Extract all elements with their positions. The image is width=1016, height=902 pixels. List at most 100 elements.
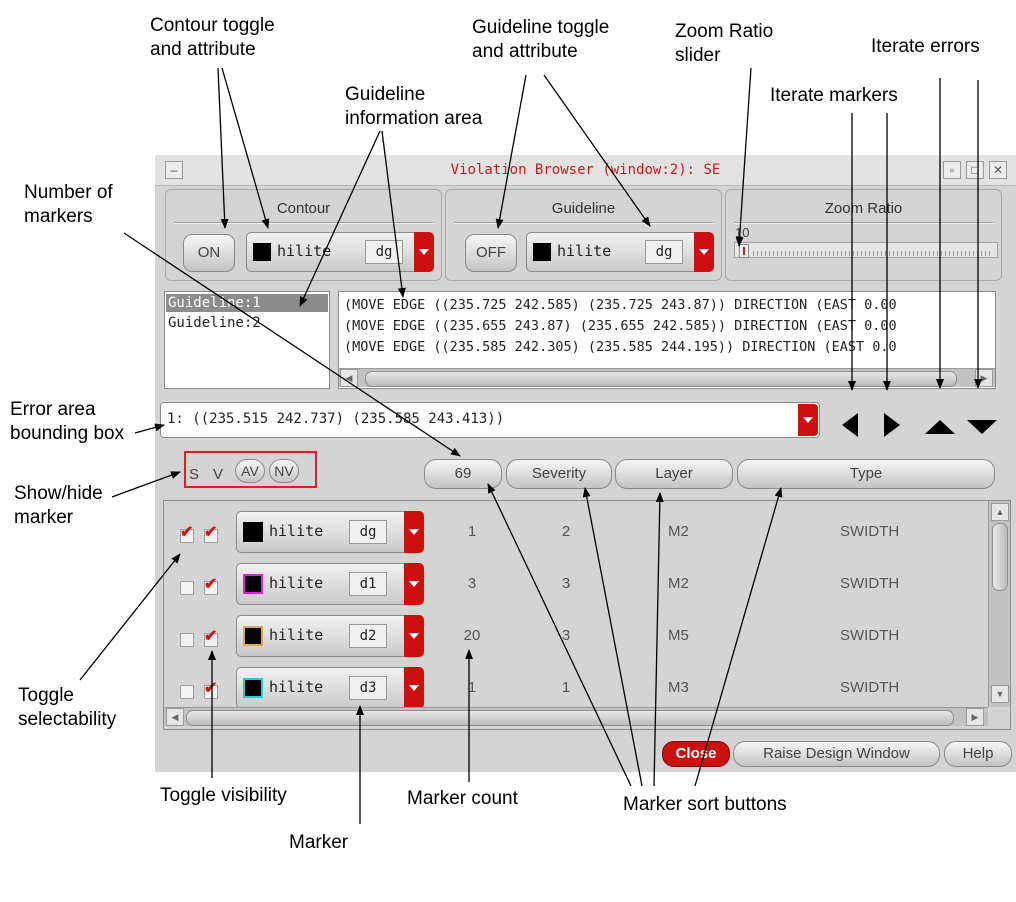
next-error-icon[interactable] xyxy=(967,420,997,434)
marker-dropdown-icon[interactable] xyxy=(404,615,424,657)
zoom-slider-track[interactable] xyxy=(734,242,998,258)
marker-layer: M2 xyxy=(668,523,689,540)
contour-attribute-select[interactable]: hilite dg xyxy=(246,232,434,272)
annotation-marker: Marker xyxy=(289,832,349,853)
guideline-attribute-select[interactable]: hilite dg xyxy=(526,232,714,272)
help-button[interactable]: Help xyxy=(944,741,1012,767)
marker-list[interactable]: ✔ ✔ hilite dg 1 2 M2 SWIDTH ✔ hilite d1 3 3 M2 SWIDTH ✔… xyxy=(163,500,1011,730)
contour-dropdown-icon[interactable] xyxy=(414,232,434,272)
scroll-right-icon[interactable]: ▶ xyxy=(966,708,984,726)
visibility-checkbox[interactable] xyxy=(204,685,218,699)
marker-attribute-select[interactable]: hilite d3 xyxy=(236,667,424,707)
marker-layer: M2 xyxy=(668,575,689,592)
guideline-info-line: (MOVE EDGE ((235.725 242.585) (235.725 2… xyxy=(344,297,897,313)
guideline-info-area[interactable]: (MOVE EDGE ((235.725 242.585) (235.725 2… xyxy=(338,291,996,389)
zoom-label: Zoom Ratio xyxy=(824,200,903,217)
scroll-thumb[interactable] xyxy=(992,523,1008,591)
guideline-list[interactable]: Guideline:1 Guideline:2 xyxy=(164,291,330,389)
annotation-show-hide-marker: Show/hide marker xyxy=(14,483,103,528)
scroll-right-icon[interactable]: ▶ xyxy=(975,369,993,387)
selectability-check-icon: ✔ xyxy=(180,524,194,541)
scroll-up-icon[interactable]: ▲ xyxy=(991,503,1009,521)
none-visible-button[interactable]: NV xyxy=(269,459,299,483)
maximize-button[interactable]: □ xyxy=(966,161,984,179)
scroll-left-icon[interactable]: ◀ xyxy=(340,369,358,387)
annotation-error-bbox: Error area bounding box xyxy=(10,399,125,444)
marker-row[interactable]: ✔ hilite d2 20 3 M5 SWIDTH xyxy=(164,611,988,661)
close-button[interactable]: Close xyxy=(662,741,730,767)
guideline-toggle-button[interactable]: OFF xyxy=(465,234,517,272)
guideline-list-item[interactable]: Guideline:2 xyxy=(168,315,261,331)
previous-error-icon[interactable] xyxy=(925,420,955,434)
previous-marker-icon[interactable] xyxy=(842,413,858,437)
contour-label: Contour xyxy=(276,200,331,217)
zoom-slider-handle[interactable] xyxy=(739,244,749,258)
show-selectable-label[interactable]: S xyxy=(189,466,200,483)
guideline-label: Guideline xyxy=(551,200,616,217)
selectability-checkbox[interactable] xyxy=(180,581,194,595)
marker-color-swatch xyxy=(243,522,263,542)
marker-dropdown-icon[interactable] xyxy=(404,563,424,605)
visibility-check-icon: ✔ xyxy=(204,628,218,645)
scroll-down-icon[interactable]: ▼ xyxy=(991,685,1009,703)
contour-attribute-suffix: dg xyxy=(365,240,403,264)
annotation-number-of-markers: Number of markers xyxy=(24,182,113,227)
marker-row[interactable]: ✔ hilite d3 1 1 M3 SWIDTH xyxy=(164,663,988,707)
marker-attribute-select[interactable]: hilite d2 xyxy=(236,615,424,657)
marker-severity: 2 xyxy=(561,523,571,540)
selectability-checkbox[interactable] xyxy=(180,529,194,543)
marker-attribute-select[interactable]: hilite dg xyxy=(236,511,424,553)
sort-count-button[interactable]: 69 xyxy=(424,459,502,489)
guideline-info-line: (MOVE EDGE ((235.655 243.87) (235.655 24… xyxy=(344,318,897,334)
marker-dropdown-icon[interactable] xyxy=(404,667,424,707)
minimize-button[interactable]: ▫ xyxy=(943,161,961,179)
marker-type: SWIDTH xyxy=(840,627,900,644)
marker-severity: 1 xyxy=(561,679,571,696)
selectability-checkbox[interactable] xyxy=(180,685,194,699)
visibility-checkbox[interactable] xyxy=(204,581,218,595)
contour-group: Contour ON hilite dg xyxy=(165,189,442,281)
annotation-iterate-errors: Iterate errors xyxy=(871,36,980,57)
marker-row[interactable]: ✔ hilite d1 3 3 M2 SWIDTH xyxy=(164,559,988,609)
marker-attribute-suffix: dg xyxy=(349,520,387,544)
marker-rows: ✔ ✔ hilite dg 1 2 M2 SWIDTH ✔ hilite d1 3 3 M2 SWIDTH ✔… xyxy=(164,501,988,707)
marker-count: 20 xyxy=(463,627,481,644)
marker-hscroll[interactable]: ◀ ▶ xyxy=(164,707,988,726)
violation-browser-window: – Violation Browser (window:2): SE ▫ □ ✕… xyxy=(155,155,1016,772)
scroll-left-icon[interactable]: ◀ xyxy=(166,708,184,726)
selectability-checkbox[interactable] xyxy=(180,633,194,647)
window-menu-button[interactable]: – xyxy=(165,161,183,179)
close-window-button[interactable]: ✕ xyxy=(989,161,1007,179)
marker-dropdown-icon[interactable] xyxy=(404,511,424,553)
sort-type-button[interactable]: Type xyxy=(737,459,995,489)
zoom-value: 10 xyxy=(735,225,750,240)
guideline-info-hscroll[interactable]: ◀ ▶ xyxy=(339,368,995,387)
marker-count: 1 xyxy=(467,523,477,540)
annotation-contour-toggle: Contour toggle and attribute xyxy=(150,15,275,60)
zoom-group: Zoom Ratio 10 xyxy=(725,189,1002,281)
visibility-checkbox[interactable] xyxy=(204,529,218,543)
visibility-checkbox[interactable] xyxy=(204,633,218,647)
contour-toggle-button[interactable]: ON xyxy=(183,234,235,272)
annotation-marker-sort-buttons: Marker sort buttons xyxy=(623,794,787,815)
show-visible-label[interactable]: V xyxy=(213,466,224,483)
all-visible-button[interactable]: AV xyxy=(235,459,265,483)
guideline-dropdown-icon[interactable] xyxy=(694,232,714,272)
error-bbox-select[interactable]: 1: ((235.515 242.737) (235.585 243.413)) xyxy=(160,402,820,438)
sort-severity-button[interactable]: Severity xyxy=(506,459,612,489)
scroll-thumb[interactable] xyxy=(365,371,957,387)
marker-row[interactable]: ✔ ✔ hilite dg 1 2 M2 SWIDTH xyxy=(164,507,988,557)
guideline-attribute-suffix: dg xyxy=(645,240,683,264)
sort-layer-button[interactable]: Layer xyxy=(615,459,733,489)
marker-attribute-select[interactable]: hilite d1 xyxy=(236,563,424,605)
visibility-check-icon: ✔ xyxy=(204,680,218,697)
marker-attribute-name: hilite xyxy=(269,522,324,540)
contour-attribute-name: hilite xyxy=(277,242,332,260)
marker-vscroll[interactable]: ▲ ▼ xyxy=(988,501,1010,707)
scroll-thumb[interactable] xyxy=(186,710,954,726)
error-bbox-dropdown-icon[interactable] xyxy=(798,404,818,436)
guideline-list-item[interactable]: Guideline:1 xyxy=(166,294,328,312)
annotation-marker-count: Marker count xyxy=(407,788,518,809)
next-marker-icon[interactable] xyxy=(884,413,900,437)
raise-design-window-button[interactable]: Raise Design Window xyxy=(733,741,940,767)
